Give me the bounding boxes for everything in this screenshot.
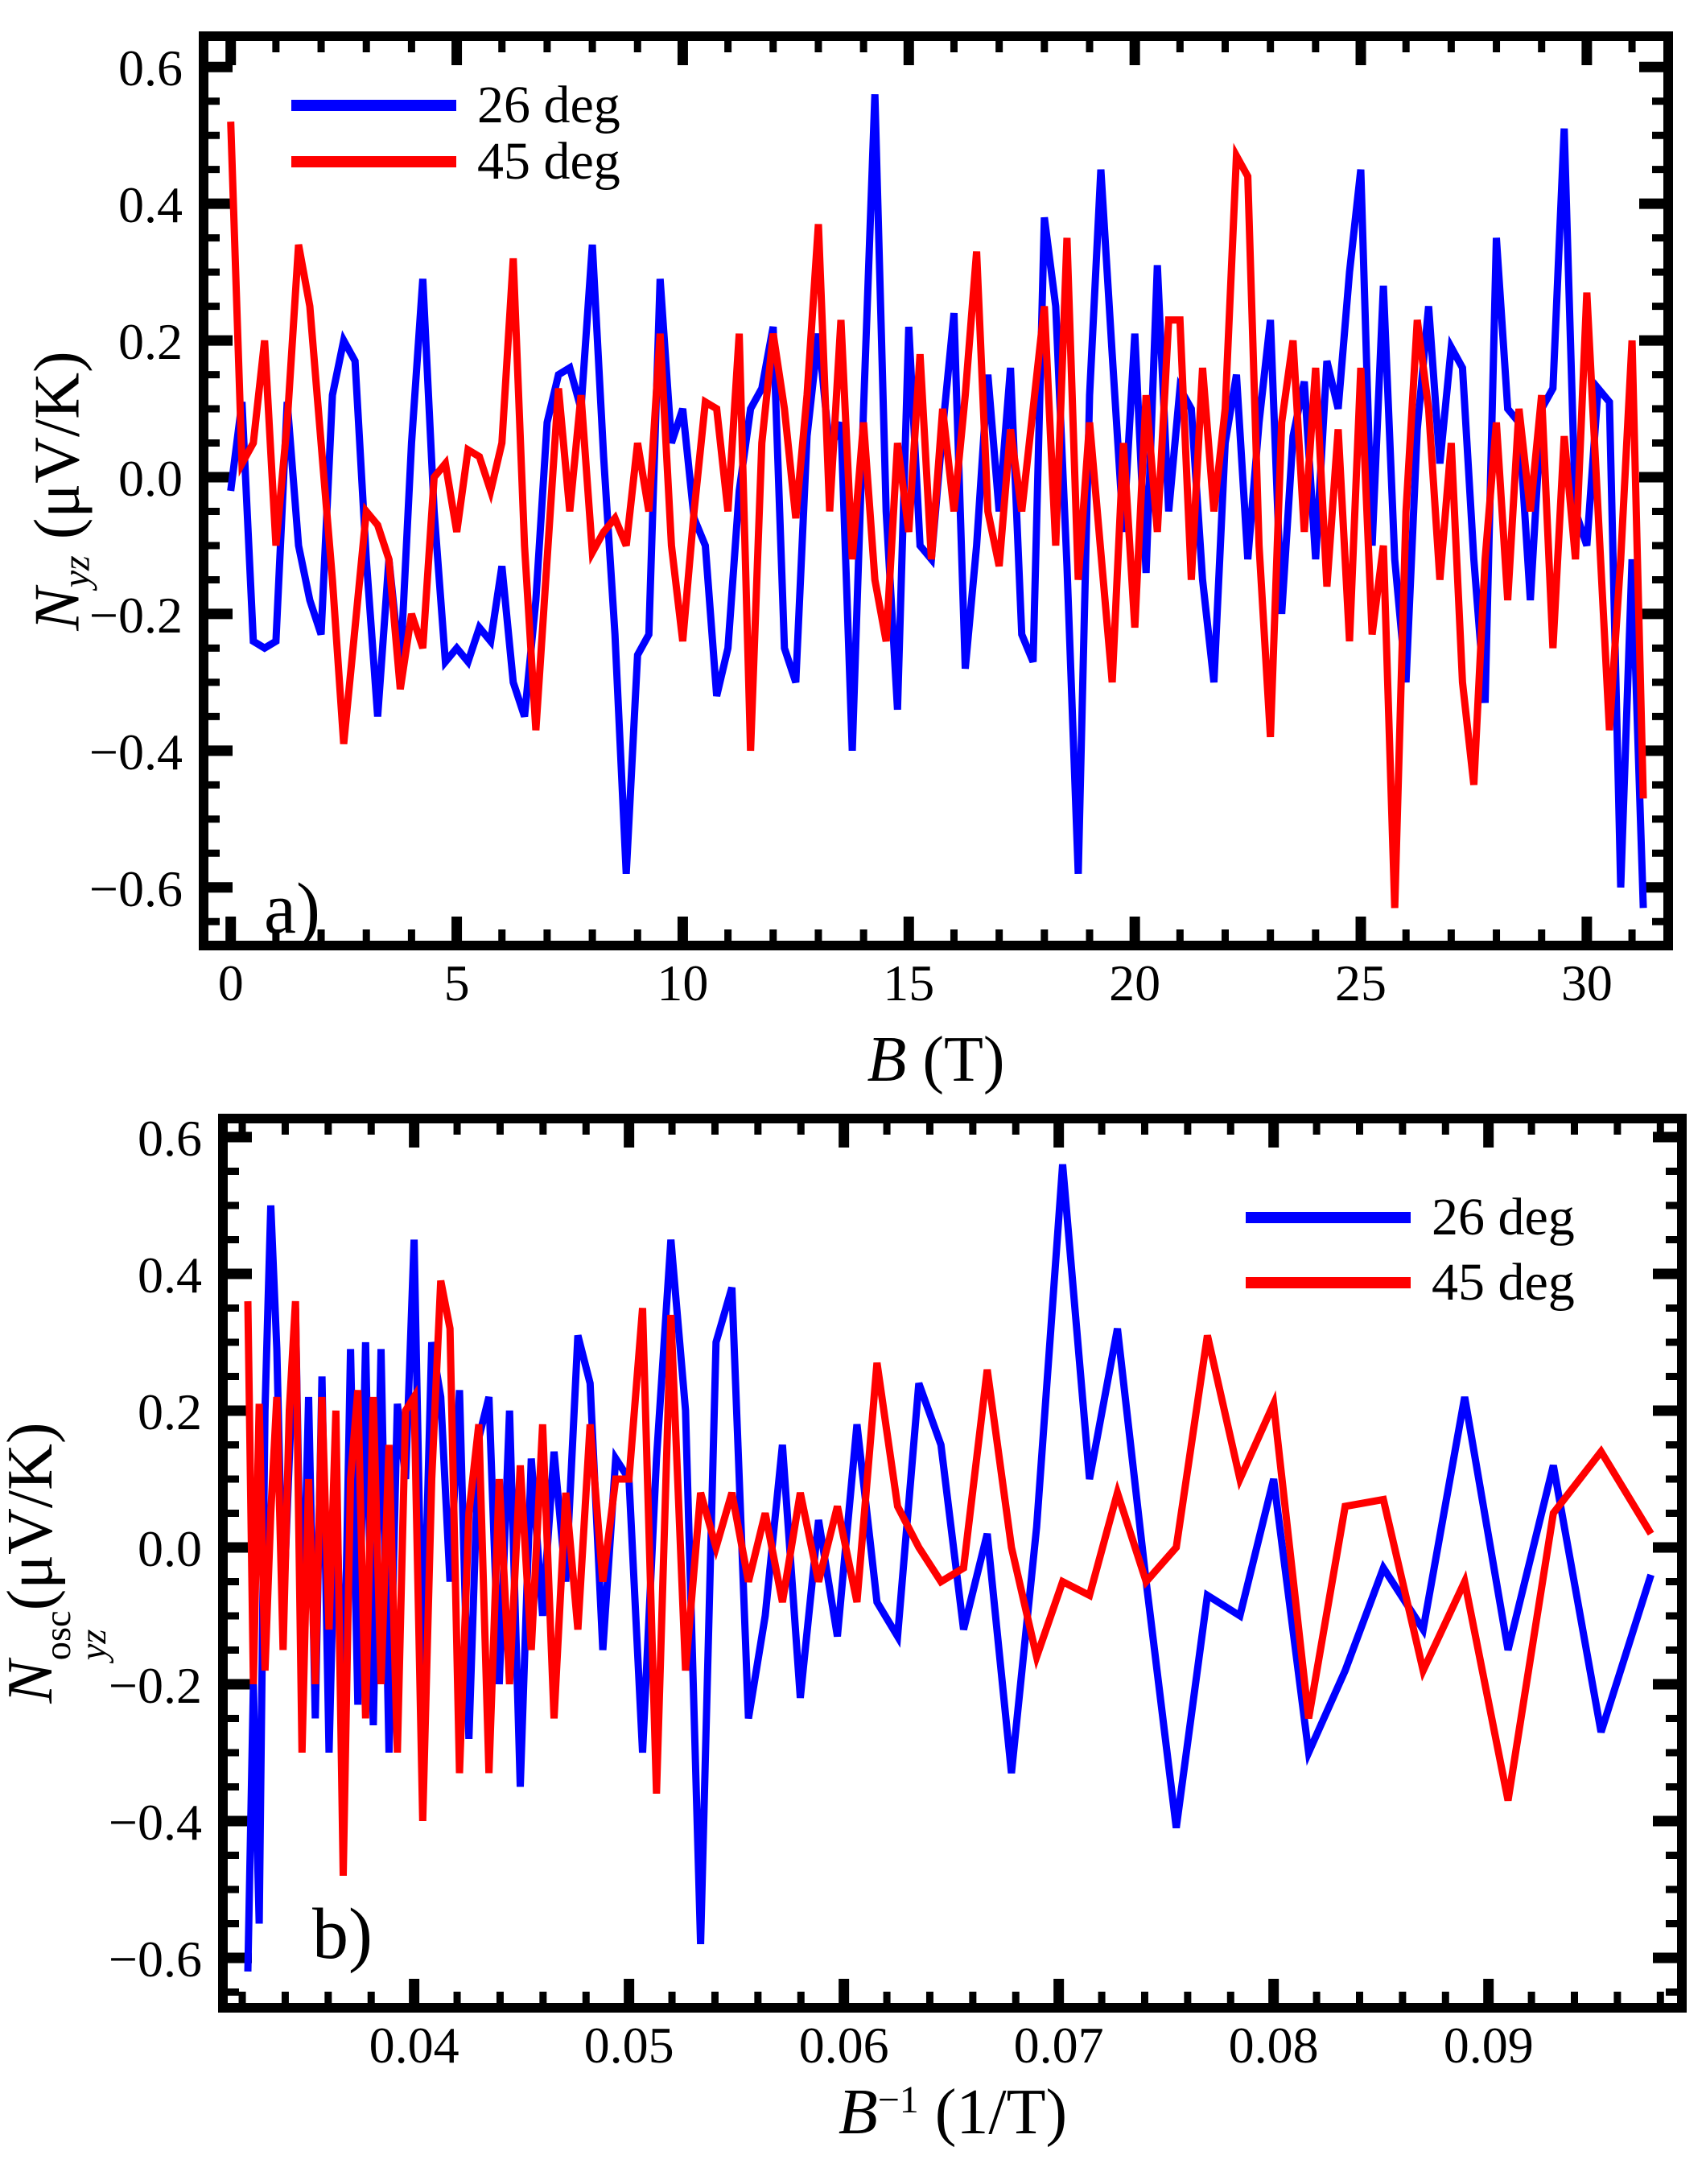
x-tick-label: 30 xyxy=(1561,954,1613,1012)
panel-b-frame xyxy=(218,1114,1687,2013)
y-variable-subscript: yz xyxy=(55,555,98,588)
y-tick-label: −0.6 xyxy=(89,860,183,917)
y-tick-label: 0.2 xyxy=(138,1383,202,1440)
x-variable: B xyxy=(838,2077,878,2148)
y-tick-label: 0.2 xyxy=(118,313,183,370)
legend-swatch-26deg xyxy=(1246,1211,1411,1223)
x-variable-exponent: −1 xyxy=(877,2078,919,2121)
panel-a-frame xyxy=(199,31,1673,950)
legend-swatch-45deg xyxy=(1246,1276,1411,1288)
y-tick-label: 0.4 xyxy=(118,176,183,233)
y-tick-label: 0.4 xyxy=(138,1247,202,1304)
y-tick-label: 0.6 xyxy=(138,1110,202,1167)
legend-label-45deg: 45 deg xyxy=(1432,1252,1575,1312)
x-units: (T) xyxy=(906,1024,1005,1095)
series-line-45-deg xyxy=(244,1279,1654,1876)
y-units: (μV/K) xyxy=(0,1422,66,1611)
x-tick-label: 0.09 xyxy=(1444,2017,1534,2074)
y-variable-superscript: osc xyxy=(38,1610,80,1661)
x-variable: B xyxy=(867,1024,907,1095)
y-variable-subscript: yz xyxy=(73,1629,115,1661)
panel-a-plot: 0 5 10 15 20 25 30 −0.6 −0.4 −0.2 0.0 0.2 0.4 0.6 xyxy=(89,31,1673,1012)
legend-row-26deg: 26 deg xyxy=(291,77,620,134)
x-tick-label: 0.06 xyxy=(799,2017,889,2074)
series-line-45-deg xyxy=(227,122,1647,909)
y-tick-label: −0.4 xyxy=(109,1794,202,1851)
panel-b-plot: 0.04 0.05 0.06 0.07 0.08 0.09 −0.6 −0.4 −0.2 0.0 0… xyxy=(109,1110,1687,2074)
panel-b-letter: b) xyxy=(312,1894,373,1974)
x-tick-label: 0.07 xyxy=(1014,2017,1104,2074)
y-variable: N xyxy=(0,1660,66,1704)
x-units: (1/T) xyxy=(918,2077,1068,2148)
legend-row-45deg: 45 deg xyxy=(1246,1250,1575,1315)
x-tick-label: 0.04 xyxy=(369,2017,459,2074)
x-tick-label: 20 xyxy=(1109,954,1160,1012)
legend-swatch-26deg xyxy=(291,100,456,111)
x-tick-label: 5 xyxy=(444,954,470,1012)
legend-label-26deg: 26 deg xyxy=(477,76,620,134)
panel-a-y-axis-label: Nyz (μV/K) xyxy=(22,351,98,631)
y-tick-label: 0.6 xyxy=(118,39,183,97)
panel-a-letter: a) xyxy=(264,869,320,949)
panel-b-x-axis-label: B−1 (1/T) xyxy=(839,2076,1067,2149)
y-tick-label: −0.6 xyxy=(109,1931,202,1988)
x-tick-label: 10 xyxy=(657,954,708,1012)
legend-swatch-45deg xyxy=(291,156,456,167)
y-variable-scripts: osc yz xyxy=(38,1610,115,1661)
y-tick-label: −0.2 xyxy=(89,587,183,644)
panel-a-x-axis-label: B (T) xyxy=(867,1024,1004,1097)
y-tick-label: 0.0 xyxy=(118,450,183,507)
x-tick-label: 15 xyxy=(883,954,934,1012)
x-tick-label: 0.05 xyxy=(584,2017,674,2074)
x-tick-label: 0 xyxy=(218,954,244,1012)
y-tick-label: −0.2 xyxy=(109,1657,202,1714)
x-tick-label: 25 xyxy=(1335,954,1387,1012)
legend-row-26deg: 26 deg xyxy=(1246,1185,1575,1250)
y-tick-label: −0.4 xyxy=(89,723,183,781)
panel-a-legend: 26 deg 45 deg xyxy=(291,77,620,190)
legend-label-45deg: 45 deg xyxy=(477,132,620,191)
y-units: (μV/K) xyxy=(22,351,93,556)
legend-row-45deg: 45 deg xyxy=(291,134,620,190)
legend-label-26deg: 26 deg xyxy=(1432,1187,1575,1247)
panel-b-legend: 26 deg 45 deg xyxy=(1246,1185,1575,1315)
y-tick-label: 0.0 xyxy=(138,1520,202,1577)
y-variable: N xyxy=(22,587,93,631)
x-tick-label: 0.08 xyxy=(1229,2017,1319,2074)
